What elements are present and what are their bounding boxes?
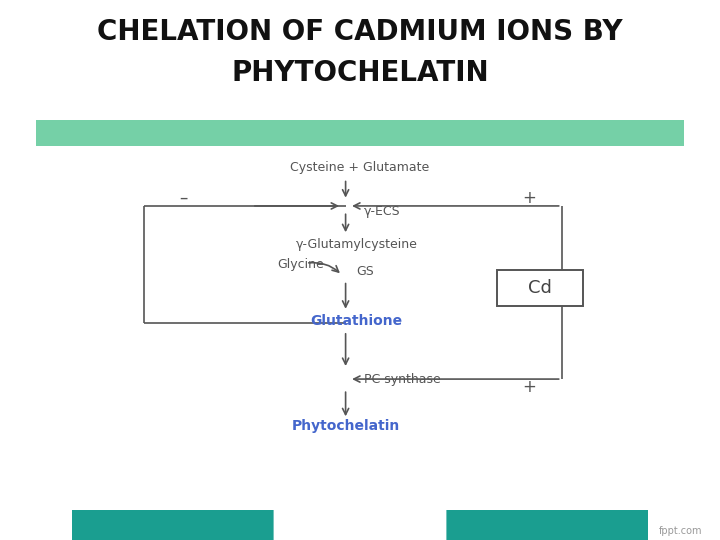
Text: +: + — [522, 378, 536, 396]
FancyBboxPatch shape — [72, 503, 274, 540]
FancyBboxPatch shape — [36, 119, 684, 146]
Text: CHELATION OF CADMIUM IONS BY: CHELATION OF CADMIUM IONS BY — [97, 18, 623, 46]
Text: –: – — [179, 189, 188, 207]
Text: +: + — [522, 189, 536, 207]
Text: γ-ECS: γ-ECS — [364, 205, 400, 218]
Text: GS: GS — [356, 265, 374, 278]
Text: γ-Glutamylcysteine: γ-Glutamylcysteine — [295, 238, 418, 251]
Text: fppt.com: fppt.com — [659, 526, 702, 536]
Text: Glutathione: Glutathione — [310, 314, 402, 328]
Text: Phytochelatin: Phytochelatin — [292, 420, 400, 434]
Text: PC synthase: PC synthase — [364, 373, 441, 386]
Text: Cysteine + Glutamate: Cysteine + Glutamate — [290, 161, 430, 174]
Bar — [497, 269, 583, 306]
FancyBboxPatch shape — [446, 503, 648, 540]
Text: PHYTOCHELATIN: PHYTOCHELATIN — [231, 59, 489, 87]
Text: Glycine: Glycine — [277, 258, 324, 271]
Text: Cd: Cd — [528, 279, 552, 297]
